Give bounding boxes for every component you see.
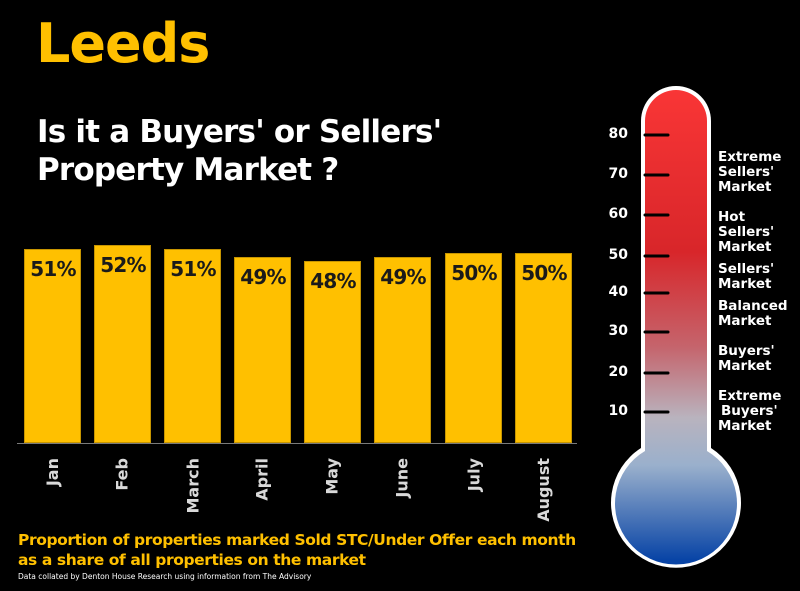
zone-label-line: Extreme	[718, 149, 782, 165]
bar-value-label: 51%	[170, 257, 216, 281]
scale-tick-60: 60	[608, 206, 628, 222]
bar-value-label: 48%	[310, 269, 356, 293]
bar-june	[374, 257, 431, 443]
scale-tick-50: 50	[608, 247, 628, 263]
bar-value-label: 50%	[451, 261, 497, 285]
headline: Is it a Buyers' or Sellers' Property Mar…	[37, 113, 442, 189]
source-note: Data collated by Denton House Research u…	[18, 572, 312, 581]
x-axis-line	[17, 443, 577, 444]
zone-label-line: Buyers'	[721, 403, 778, 419]
scale-tick-20: 20	[608, 364, 628, 380]
zone-label-line: Hot	[718, 209, 746, 225]
zone-label-line: Market	[718, 418, 772, 434]
scale-tick-30: 30	[608, 323, 628, 339]
headline-line-2: Property Market ?	[37, 152, 339, 188]
zone-label-line: Extreme	[718, 388, 782, 404]
bar-jan	[24, 249, 81, 443]
zone-label-line: Market	[718, 276, 772, 292]
zone-label-sellers: Sellers' Market	[718, 262, 774, 292]
bar-feb	[94, 245, 151, 443]
city-title: Leeds	[36, 12, 210, 75]
scale-tick-40: 40	[608, 284, 628, 300]
thermometer-tick-marks	[643, 133, 670, 414]
headline-line-1: Is it a Buyers' or Sellers'	[37, 114, 442, 150]
zone-label-extreme-sellers: Extreme Sellers' Market	[718, 150, 781, 195]
zone-label-hot-sellers: Hot Sellers' Market	[718, 210, 774, 255]
zone-label-line: Market	[718, 179, 772, 195]
bar-april	[234, 257, 291, 443]
zone-label-line: Sellers'	[718, 261, 775, 277]
bar-july	[445, 253, 502, 443]
scale-tick-70: 70	[608, 166, 628, 182]
zone-label-line: Balanced	[718, 298, 788, 314]
bar-value-label: 49%	[380, 265, 426, 289]
zone-label-line: Market	[718, 239, 772, 255]
zone-label-line: Buyers'	[718, 343, 775, 359]
bar-august	[515, 253, 572, 443]
zone-label-line: Market	[718, 313, 772, 329]
zone-label-buyers: Buyers' Market	[718, 344, 775, 374]
bar-value-label: 52%	[100, 253, 146, 277]
thermometer-fill	[614, 90, 737, 565]
bar-march	[164, 249, 221, 443]
bar-chart: 51% Jan 52% Feb 51% March 49% April 48% May 49% Jun…	[17, 245, 577, 522]
zone-label-line: Sellers'	[718, 164, 775, 180]
zone-label-line: Market	[718, 358, 772, 374]
bar-value-label: 51%	[30, 257, 76, 281]
zone-label-line: Sellers'	[718, 224, 775, 240]
bar-may	[304, 261, 361, 443]
scale-tick-10: 10	[608, 403, 628, 419]
zone-label-extreme-buyers: Extreme Buyers' Market	[718, 389, 781, 434]
chart-caption: Proportion of properties marked Sold STC…	[18, 531, 576, 569]
bar-value-label: 49%	[240, 265, 286, 289]
zone-label-balanced: Balanced Market	[718, 299, 788, 329]
bar-value-label: 50%	[521, 261, 567, 285]
scale-tick-80: 80	[608, 126, 628, 142]
